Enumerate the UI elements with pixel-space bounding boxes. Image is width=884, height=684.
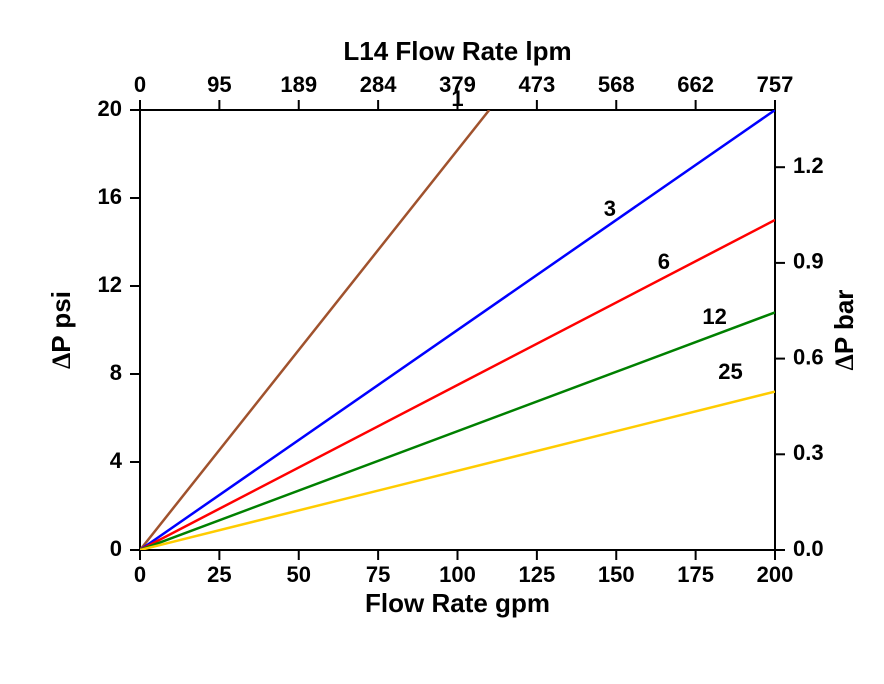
- xtick-bottom: 100: [439, 562, 476, 587]
- xtick-bottom: 25: [207, 562, 231, 587]
- ytick-left: 8: [110, 360, 122, 385]
- ytick-right: 0.0: [793, 536, 824, 561]
- ytick-right: 1.2: [793, 153, 824, 178]
- xtick-bottom: 75: [366, 562, 390, 587]
- xtick-bottom: 175: [677, 562, 714, 587]
- ytick-left: 20: [98, 96, 122, 121]
- series-label-1: 1: [451, 86, 463, 111]
- ytick-right: 0.6: [793, 344, 824, 369]
- xtick-top: 189: [280, 72, 317, 97]
- xtick-top: 284: [360, 72, 397, 97]
- series-line-6: [140, 220, 775, 550]
- xtick-top: 757: [757, 72, 794, 97]
- y-axis-right-title: ΔP bar: [829, 290, 859, 371]
- ytick-right: 0.9: [793, 249, 824, 274]
- ytick-left: 4: [110, 448, 123, 473]
- series-line-25: [140, 392, 775, 550]
- xtick-bottom: 0: [134, 562, 146, 587]
- series-label-6: 6: [658, 249, 670, 274]
- xtick-top: 473: [519, 72, 556, 97]
- chart-container: 0481216200255075100125150175200095189284…: [0, 0, 884, 684]
- series-label-3: 3: [604, 196, 616, 221]
- series-label-12: 12: [702, 304, 726, 329]
- xtick-bottom: 200: [757, 562, 794, 587]
- xtick-top: 0: [134, 72, 146, 97]
- xtick-top: 95: [207, 72, 231, 97]
- ytick-left: 16: [98, 184, 122, 209]
- y-axis-left-title: ΔP psi: [46, 291, 76, 369]
- series-line-3: [140, 110, 775, 550]
- series-label-25: 25: [718, 359, 742, 384]
- xtick-bottom: 50: [287, 562, 311, 587]
- x-axis-top-title: L14 Flow Rate lpm: [343, 36, 571, 66]
- ytick-right: 0.3: [793, 440, 824, 465]
- xtick-top: 568: [598, 72, 635, 97]
- ytick-left: 0: [110, 536, 122, 561]
- chart-svg: 0481216200255075100125150175200095189284…: [0, 0, 884, 684]
- xtick-bottom: 125: [519, 562, 556, 587]
- x-axis-bottom-title: Flow Rate gpm: [365, 588, 550, 618]
- xtick-top: 662: [677, 72, 714, 97]
- ytick-left: 12: [98, 272, 122, 297]
- xtick-bottom: 150: [598, 562, 635, 587]
